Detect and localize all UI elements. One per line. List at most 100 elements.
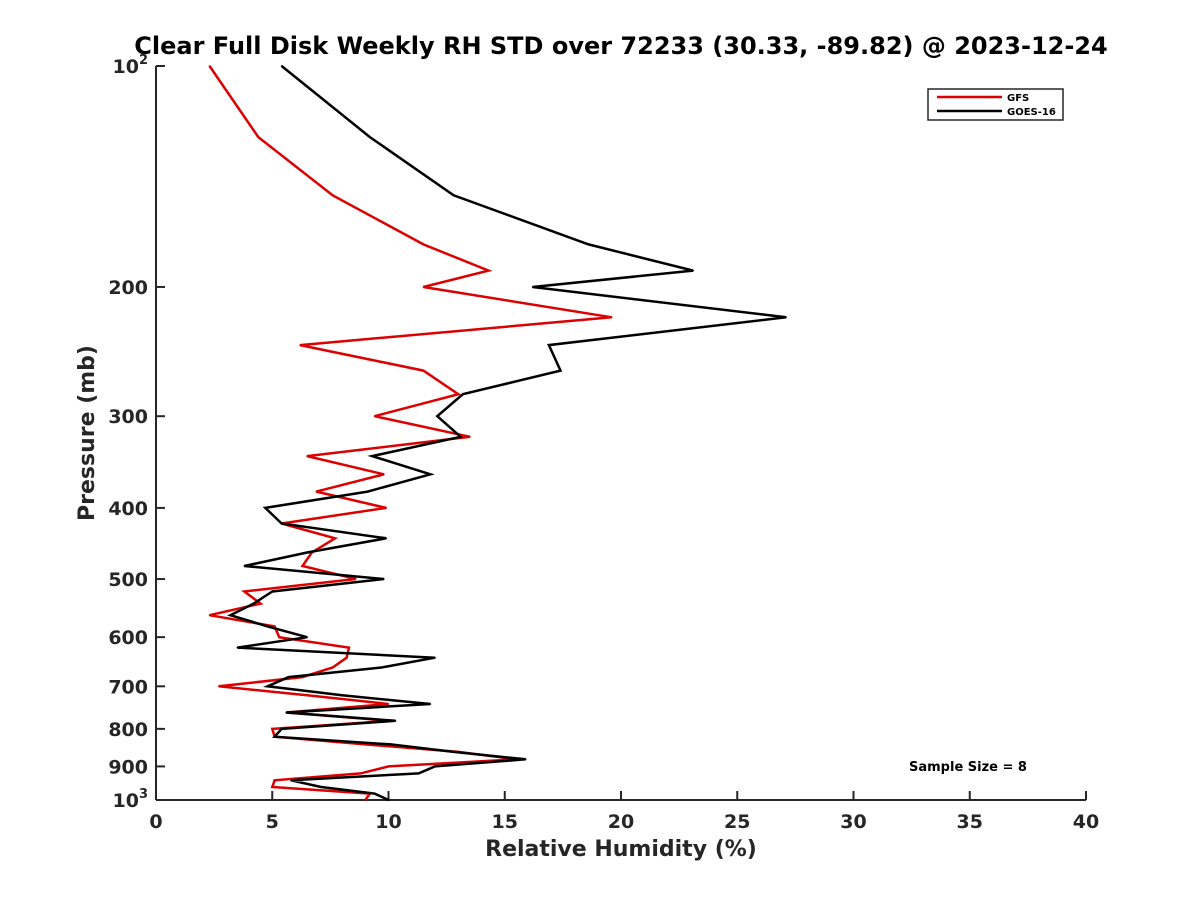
data-point-goes16 — [373, 792, 376, 795]
data-point-goes16 — [429, 703, 432, 705]
y-tick-label: 200 — [108, 277, 148, 299]
data-point-gfs — [345, 656, 348, 659]
y-tick-label-base: 900 — [108, 756, 148, 778]
data-point-gfs — [273, 625, 276, 628]
data-point-goes16 — [387, 799, 390, 801]
data-point-goes16 — [390, 743, 392, 746]
data-point-gfs — [208, 65, 211, 67]
data-point-goes16 — [236, 646, 239, 649]
data-point-goes16 — [366, 490, 369, 493]
data-point-goes16 — [369, 136, 371, 138]
data-point-goes16 — [394, 720, 397, 722]
data-point-gfs — [364, 799, 367, 801]
data-point-gfs — [355, 578, 357, 580]
data-point-goes16 — [452, 751, 455, 753]
data-point-gfs — [373, 415, 376, 418]
legend-label-goes16: GOES-16 — [1007, 107, 1056, 118]
data-point-goes16 — [285, 711, 288, 714]
legend: GFS GOES-16 — [927, 88, 1064, 121]
data-point-gfs — [422, 286, 425, 288]
data-point-goes16 — [587, 243, 590, 246]
y-tick-label-exponent: 2 — [139, 53, 148, 68]
data-point-gfs — [331, 666, 334, 669]
data-point-goes16 — [383, 578, 385, 580]
data-point-goes16 — [264, 507, 267, 509]
legend-label-gfs: GFS — [1007, 93, 1029, 104]
data-point-goes16 — [280, 65, 283, 67]
data-point-goes16 — [785, 316, 787, 319]
data-point-goes16 — [266, 625, 269, 628]
data-point-gfs — [306, 694, 308, 697]
data-point-goes16 — [531, 286, 534, 288]
y-tick-label: 900 — [108, 756, 148, 778]
x-tick-label: 30 — [840, 811, 866, 833]
y-tick-label: 102 — [113, 53, 149, 78]
y-tick-label-base: 400 — [108, 498, 148, 520]
y-tick-label: 600 — [108, 627, 148, 649]
x-tick-label: 10 — [375, 811, 401, 833]
y-tick-label-base: 10 — [113, 790, 139, 812]
data-point-gfs — [257, 136, 260, 138]
data-point-goes16 — [243, 565, 246, 567]
data-point-gfs — [271, 728, 274, 730]
data-point-goes16 — [273, 735, 276, 738]
data-point-goes16 — [287, 676, 290, 678]
data-point-gfs — [273, 779, 276, 782]
x-ticks: 0 5 10 15 20 25 30 35 40 — [149, 791, 1099, 833]
x-tick-label: 25 — [724, 811, 750, 833]
x-tick-label: 5 — [266, 811, 279, 833]
data-point-goes16 — [417, 772, 420, 775]
data-point-gfs — [334, 537, 336, 540]
y-tick-label-exponent: 3 — [139, 787, 148, 802]
data-point-goes16 — [280, 728, 283, 730]
y-tick-label-base: 10 — [113, 56, 139, 78]
y-tick-label-base: 600 — [108, 627, 148, 649]
data-point-gfs — [487, 269, 490, 272]
x-tick-label: 20 — [608, 811, 634, 833]
data-point-goes16 — [434, 656, 436, 659]
y-tick-label: 103 — [113, 787, 149, 812]
sample-size-annotation: Sample Size = 8 — [909, 760, 1027, 775]
data-point-gfs — [218, 685, 220, 688]
legend-box — [927, 88, 1064, 121]
data-point-goes16 — [429, 473, 432, 476]
data-point-goes16 — [252, 602, 255, 605]
data-point-goes16 — [371, 455, 374, 457]
y-tick-label-base: 300 — [108, 406, 148, 428]
data-point-gfs — [422, 369, 425, 372]
data-point-gfs — [259, 602, 262, 605]
y-tick-label: 400 — [108, 498, 148, 520]
data-point-gfs — [299, 344, 301, 346]
data-point-gfs — [315, 490, 318, 493]
data-point-goes16 — [341, 694, 343, 697]
data-point-gfs — [385, 507, 388, 509]
data-point-goes16 — [524, 758, 527, 761]
x-axis-label: Relative Humidity (%) — [485, 837, 757, 862]
data-point-gfs — [364, 743, 367, 746]
data-point-goes16 — [380, 666, 383, 669]
data-point-goes16 — [271, 590, 274, 593]
data-point-gfs — [348, 646, 350, 649]
data-point-goes16 — [462, 393, 464, 396]
data-point-goes16 — [266, 685, 269, 688]
data-point-goes16 — [548, 344, 550, 346]
series-line-gfs — [208, 65, 612, 801]
data-point-gfs — [331, 194, 334, 197]
data-point-goes16 — [692, 269, 694, 272]
series-line-goes16 — [227, 65, 787, 802]
data-point-goes16 — [306, 636, 308, 638]
data-point-gfs — [359, 772, 362, 775]
data-point-gfs — [243, 590, 246, 593]
y-tick-label: 700 — [108, 676, 148, 698]
x-tick-label: 0 — [149, 811, 162, 833]
data-point-gfs — [306, 455, 308, 457]
data-point-gfs — [469, 436, 471, 438]
data-point-goes16 — [385, 537, 388, 540]
y-tick-label: 800 — [108, 719, 148, 741]
data-point-gfs — [208, 614, 211, 616]
x-tick-label: 15 — [492, 811, 518, 833]
data-point-goes16 — [320, 786, 322, 788]
data-point-goes16 — [280, 522, 283, 525]
data-point-goes16 — [452, 194, 455, 197]
data-point-gfs — [422, 243, 425, 246]
